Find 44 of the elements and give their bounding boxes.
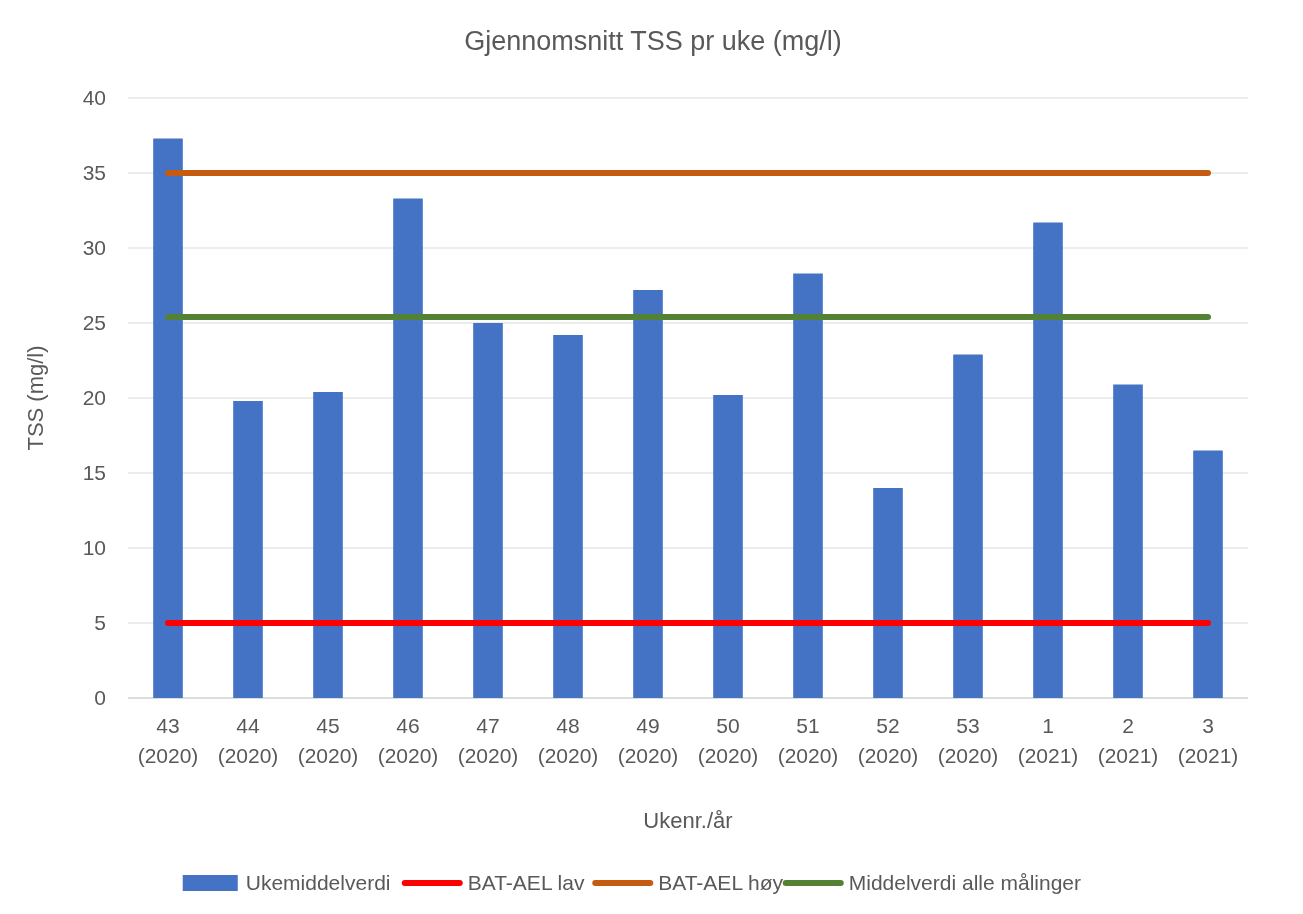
y-tick-label: 5 <box>94 611 106 635</box>
bar <box>313 392 343 698</box>
bar <box>713 395 743 698</box>
y-axis-title: TSS (mg/l) <box>23 345 48 451</box>
x-tick-label: 53 (2020) <box>937 714 999 767</box>
bar <box>873 488 903 698</box>
bar <box>1113 384 1143 698</box>
y-tick-label: 35 <box>82 161 106 185</box>
x-tick-label: 44 (2020) <box>217 714 279 767</box>
x-tick-label: 45 (2020) <box>297 714 359 767</box>
y-tick-label: 10 <box>82 536 106 560</box>
legend-label: BAT-AEL lav <box>467 871 585 895</box>
x-tick-label: 47 (2020) <box>457 714 519 767</box>
bar <box>1033 222 1063 698</box>
y-tick-label: 30 <box>82 236 106 260</box>
x-tick-label: 51 (2020) <box>777 714 839 767</box>
bar <box>473 323 503 698</box>
bar <box>953 354 983 698</box>
x-tick-label: 1 (2021) <box>1017 714 1079 767</box>
bar <box>633 290 663 698</box>
bar <box>1193 450 1223 698</box>
legend-label: Middelverdi alle målinger <box>848 871 1082 895</box>
x-tick-label: 49 (2020) <box>617 714 679 767</box>
bar <box>793 273 823 698</box>
y-tick-label: 25 <box>82 311 106 335</box>
y-tick-label: 15 <box>82 461 106 485</box>
x-tick-label: 46 (2020) <box>377 714 439 767</box>
chart-title: Gjennomsnitt TSS pr uke (mg/l) <box>464 26 842 56</box>
x-tick-label: 52 (2020) <box>857 714 919 767</box>
bar <box>553 335 583 698</box>
x-tick-label: 50 (2020) <box>697 714 759 767</box>
bar <box>233 401 263 698</box>
legend-label: Ukemiddelverdi <box>245 871 391 895</box>
x-axis-title: Ukenr./år <box>643 808 733 833</box>
x-tick-label: 2 (2021) <box>1097 714 1159 767</box>
bar <box>153 138 183 698</box>
y-tick-label: 40 <box>82 86 106 110</box>
y-tick-label: 0 <box>94 686 106 710</box>
x-tick-label: 43 (2020) <box>137 714 199 767</box>
bar <box>393 198 423 698</box>
legend-label: BAT-AEL høy <box>658 871 784 895</box>
x-tick-label: 3 (2021) <box>1177 714 1239 767</box>
y-tick-label: 20 <box>82 386 106 410</box>
x-tick-label: 48 (2020) <box>537 714 599 767</box>
